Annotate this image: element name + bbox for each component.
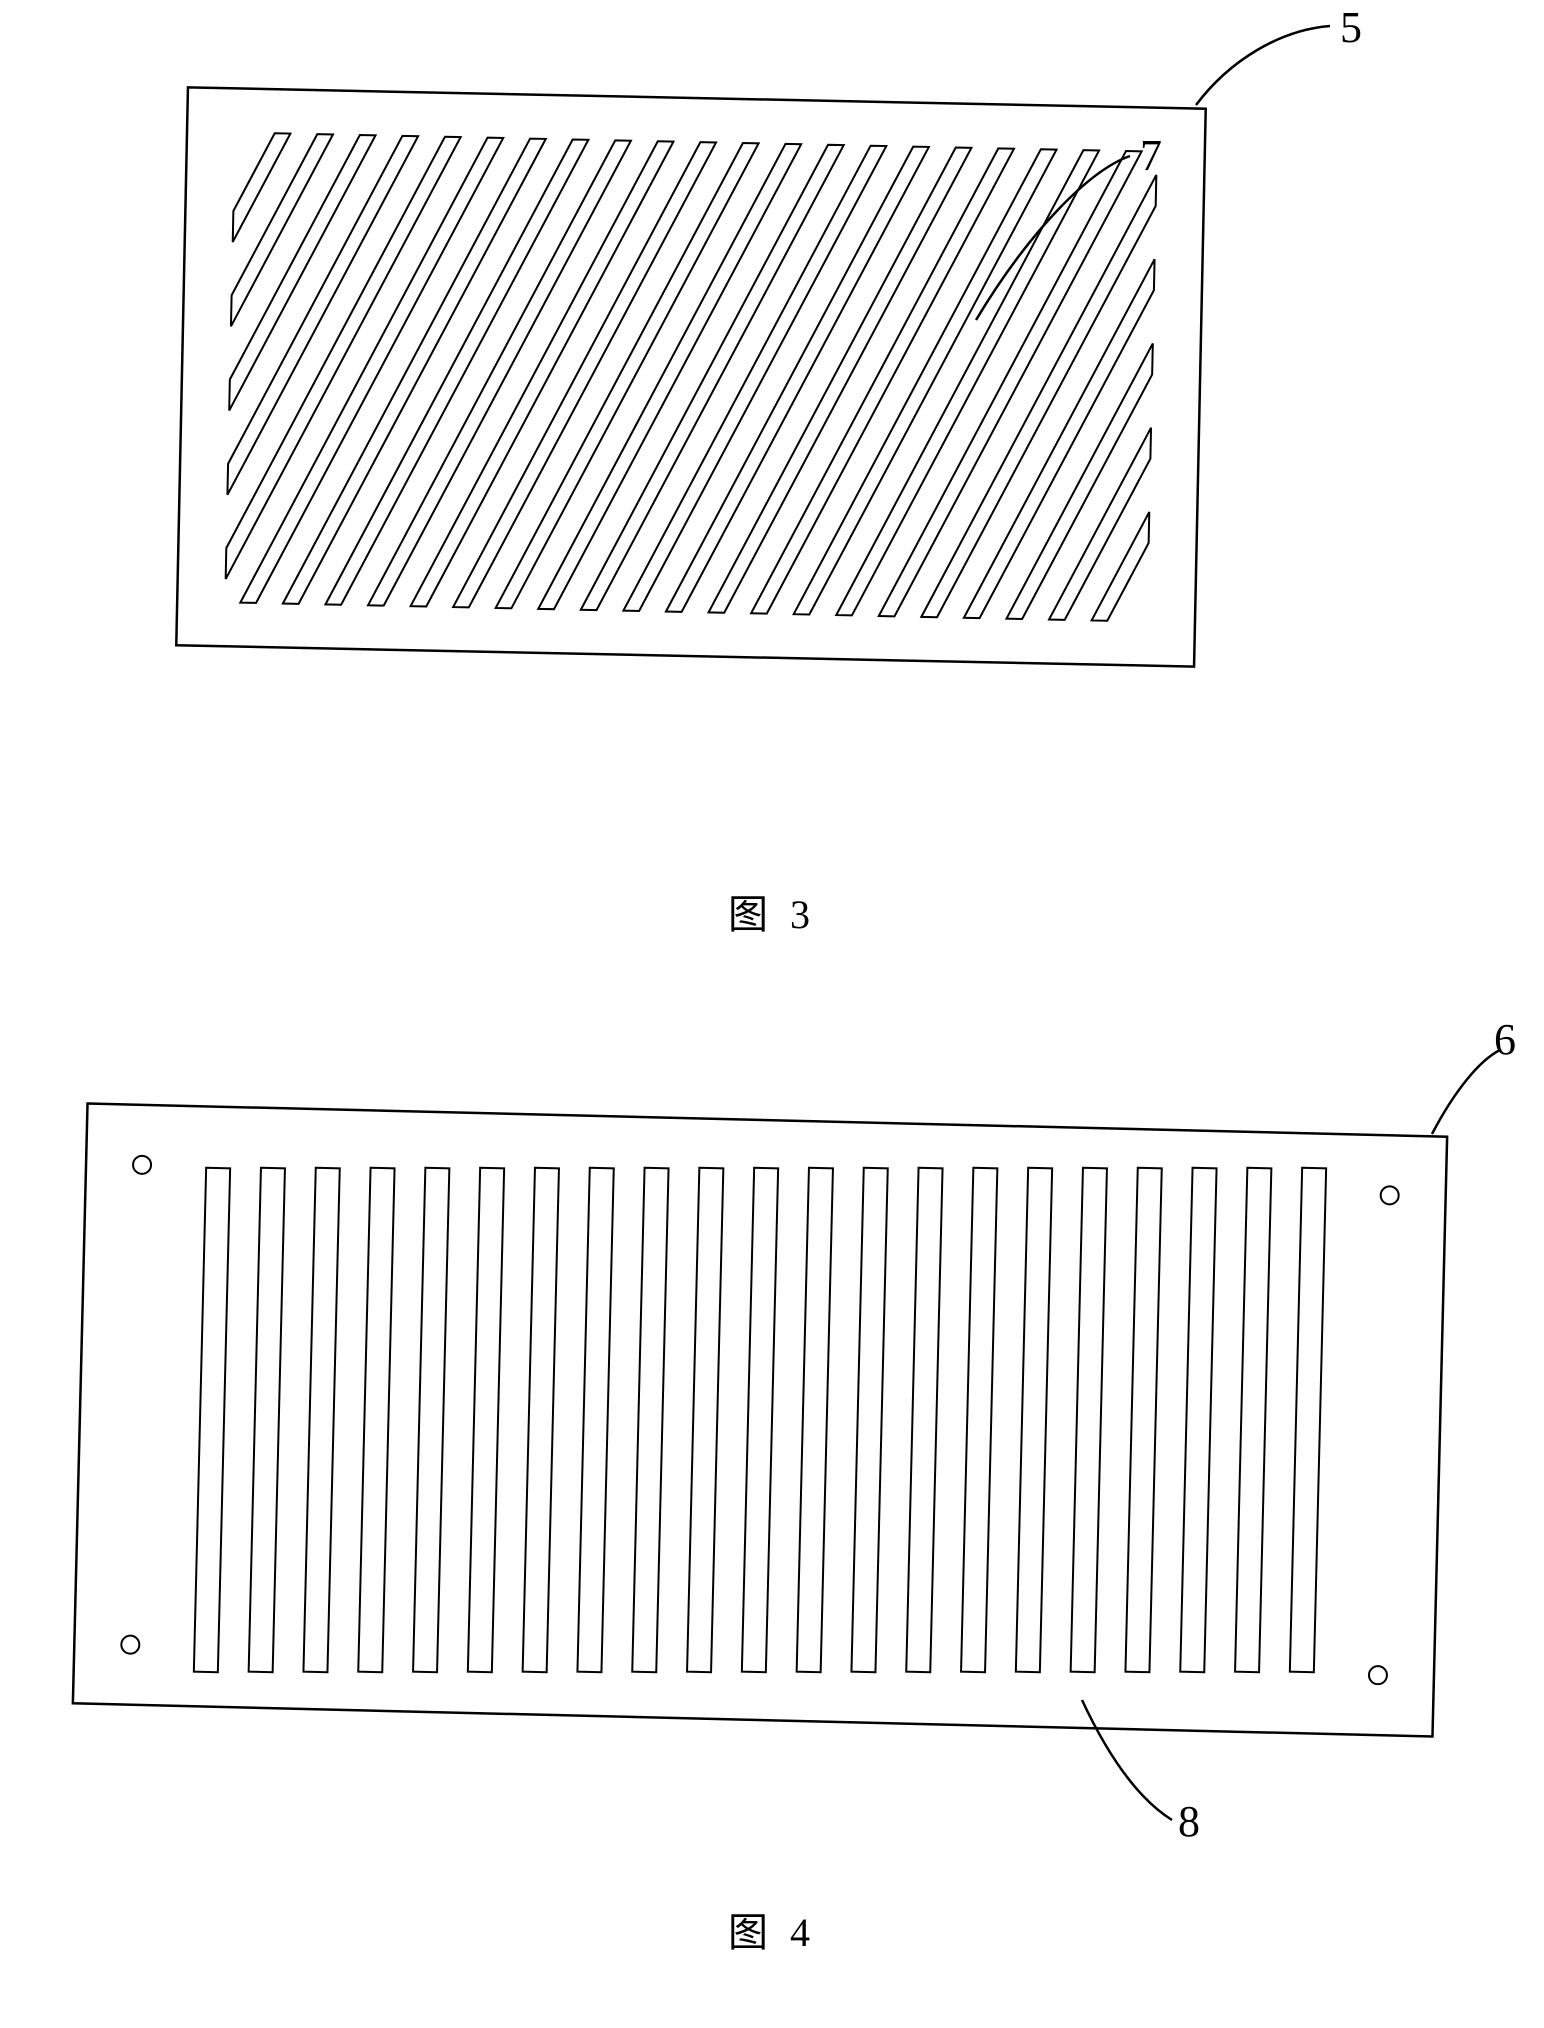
figure-4-caption: 图 4 (0, 1900, 1544, 1958)
leader-8 (0, 0, 1544, 2028)
ref-label-8: 8 (1178, 1796, 1200, 1847)
page: 5 7 图 3 6 8 图 4 (0, 0, 1544, 2028)
